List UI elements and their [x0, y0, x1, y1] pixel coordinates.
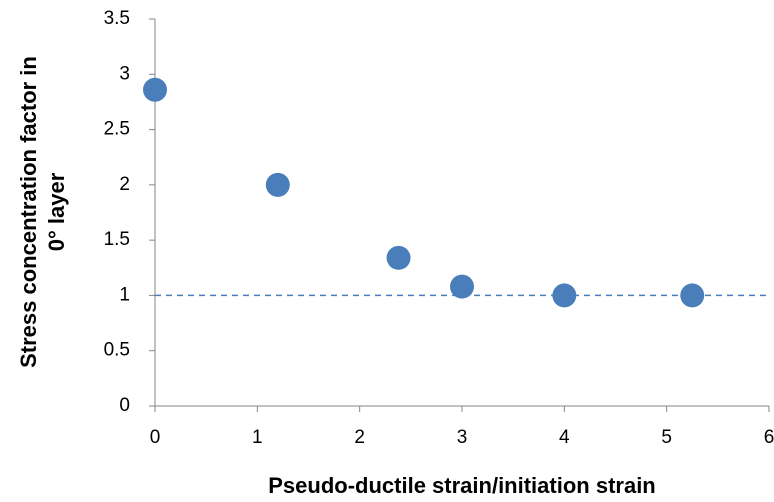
y-tick-label: 3: [119, 63, 130, 84]
x-tick-label: 4: [559, 427, 570, 448]
y-tick-label: 2: [119, 174, 130, 195]
point: [680, 283, 705, 308]
y-tick-label: 0: [119, 395, 130, 416]
y-axis-label: Stress concentration factor in 0° layer: [16, 56, 69, 368]
x-tick-label: 1: [252, 427, 263, 448]
x-tick-label: 5: [661, 427, 672, 448]
y-tick-label: 2.5: [104, 119, 130, 140]
y-tick-label: 1: [119, 284, 130, 305]
y-axis-label-line: Stress concentration factor in: [16, 56, 41, 368]
point: [265, 172, 290, 197]
y-tick-label: 0.5: [104, 340, 130, 361]
y-tick-label: 1.5: [104, 229, 130, 250]
y-tick-label: 3.5: [104, 8, 130, 29]
point: [143, 77, 167, 102]
x-axis-label: Pseudo-ductile strain/initiation strain: [268, 473, 656, 498]
x-tick-label: 6: [764, 427, 774, 448]
x-tick-label: 0: [150, 427, 161, 448]
point: [450, 274, 474, 299]
point: [386, 245, 411, 270]
y-axis-label-line: 0° layer: [44, 172, 69, 251]
point: [552, 283, 577, 308]
x-tick-label: 3: [457, 427, 468, 448]
x-tick-label: 2: [354, 427, 365, 448]
